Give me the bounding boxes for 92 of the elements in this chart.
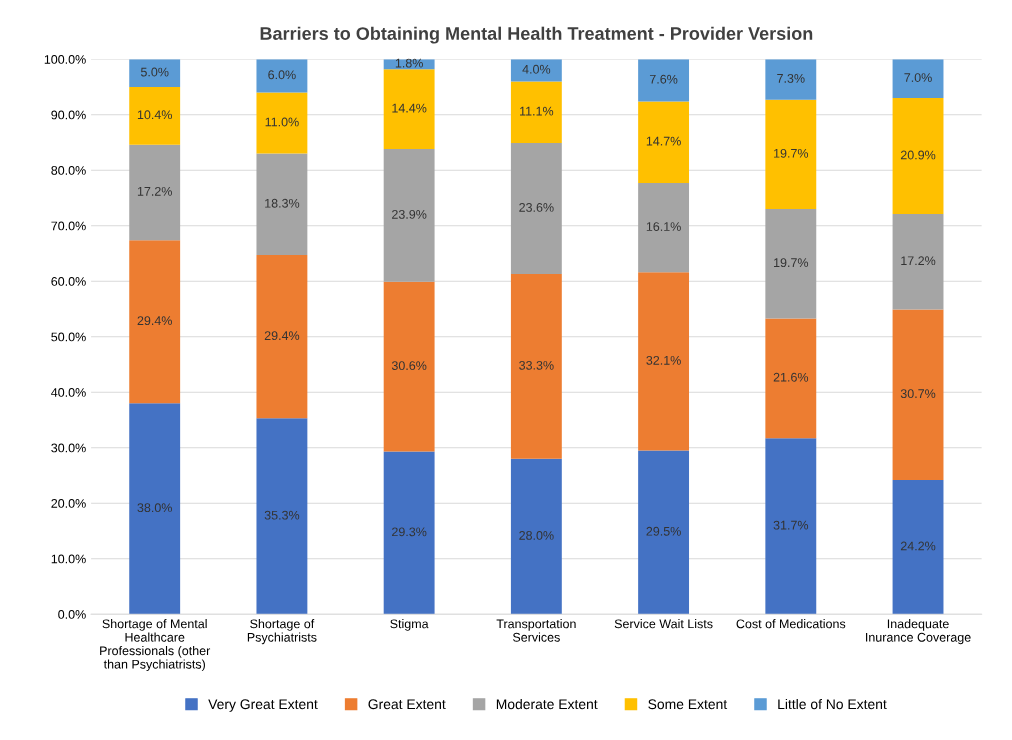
data-label: 10.4% xyxy=(137,110,172,120)
bar xyxy=(383,69,435,150)
bar xyxy=(510,143,562,274)
bar xyxy=(765,318,817,439)
bar xyxy=(129,86,181,145)
data-label: 31.7% xyxy=(773,520,809,530)
y-tick-label: 60.0% xyxy=(51,277,86,286)
y-tick-label: 10.0% xyxy=(51,554,86,564)
bar xyxy=(129,59,181,87)
data-label: 17.2% xyxy=(137,186,172,196)
bar xyxy=(129,144,181,241)
data-label: 28.0% xyxy=(519,531,554,540)
data-label: 5.0% xyxy=(140,67,169,77)
bar xyxy=(892,59,944,99)
x-tick-label: Transportation Services xyxy=(496,619,576,642)
data-label: 29.4% xyxy=(264,331,300,341)
data-label: 29.4% xyxy=(137,316,172,326)
bar xyxy=(510,273,562,459)
data-label: 23.6% xyxy=(519,203,554,212)
bar xyxy=(383,281,435,452)
data-label: 7.3% xyxy=(777,73,805,83)
y-tick-label: 40.0% xyxy=(51,388,86,397)
bar xyxy=(510,81,562,144)
data-label: 29.3% xyxy=(392,527,427,537)
data-label: 16.1% xyxy=(646,222,681,231)
bar xyxy=(892,98,944,215)
bar xyxy=(638,182,690,273)
data-label: 30.6% xyxy=(391,361,427,371)
chart-title: Barriers to Obtaining Mental Health Treatment - Provider Version xyxy=(260,26,813,44)
bar xyxy=(892,214,944,310)
bar xyxy=(638,101,690,183)
data-label: 6.0% xyxy=(268,70,296,80)
y-tick-label: 20.0% xyxy=(51,499,86,508)
x-tick-label: Stigma xyxy=(390,619,429,631)
y-tick-label: 90.0% xyxy=(51,110,86,120)
data-label: 19.7% xyxy=(774,148,809,158)
legend-label: Some Extent xyxy=(648,699,728,710)
y-tick-label: 100.0% xyxy=(44,55,86,64)
data-label: 14.7% xyxy=(646,136,681,146)
bar xyxy=(638,59,690,102)
bar xyxy=(383,149,435,282)
bar xyxy=(129,403,181,615)
data-label: 19.7% xyxy=(774,258,809,268)
data-label: 32.1% xyxy=(646,355,681,365)
data-label: 17.2% xyxy=(901,256,936,266)
y-tick-label: 80.0% xyxy=(51,166,86,175)
x-tick-label: Service Wait Lists xyxy=(614,619,713,629)
x-tick-label: Shortage of Mental Healthcare Professionals (other than Psychiatrists) xyxy=(100,619,211,672)
y-tick-label: 30.0% xyxy=(51,443,86,453)
bar xyxy=(256,92,308,154)
data-label: 24.2% xyxy=(900,541,936,551)
data-label: 38.0% xyxy=(137,503,172,513)
x-tick-label: Inadequate Inurance Coverage xyxy=(866,619,971,645)
data-label: 1.8% xyxy=(395,58,423,68)
data-label: 4.0% xyxy=(522,64,551,74)
data-label: 33.3% xyxy=(519,360,554,370)
legend-label: Great Extent xyxy=(368,699,446,710)
data-label: 21.6% xyxy=(773,372,809,382)
bar xyxy=(765,99,817,210)
bar xyxy=(256,255,308,419)
bar xyxy=(256,153,308,256)
data-label: 7.6% xyxy=(649,74,678,84)
legend-label: Little of No Extent xyxy=(778,698,887,710)
legend-label: Moderate Extent xyxy=(496,698,598,710)
bar xyxy=(765,209,817,319)
data-label: 23.9% xyxy=(392,209,427,219)
data-label: 20.9% xyxy=(900,150,936,160)
data-label: 18.3% xyxy=(265,198,300,208)
x-tick-label: Shortage of Psychiatrists xyxy=(247,619,317,645)
y-tick-label: 50.0% xyxy=(51,332,86,342)
data-label: 11.1% xyxy=(520,106,554,116)
data-label: 35.3% xyxy=(264,510,300,520)
data-label: 30.7% xyxy=(900,389,936,399)
bar xyxy=(765,438,817,615)
bar xyxy=(256,59,308,93)
data-label: 7.0% xyxy=(904,73,932,82)
bar xyxy=(129,240,181,404)
bar xyxy=(892,309,944,480)
y-tick-label: 70.0% xyxy=(51,221,86,231)
bar xyxy=(638,272,690,451)
bar xyxy=(510,458,562,615)
bar xyxy=(892,479,944,615)
data-label: 14.4% xyxy=(392,103,427,113)
bar xyxy=(383,451,435,615)
bar xyxy=(765,59,817,100)
y-tick-label: 0.0% xyxy=(58,610,86,619)
bar xyxy=(638,450,690,615)
legend-label: Very Great Extent xyxy=(208,699,318,712)
data-label: 29.5% xyxy=(646,526,681,536)
x-tick-label: Cost of Medications xyxy=(736,619,846,629)
bar xyxy=(256,418,308,615)
data-label: 11.0% xyxy=(265,117,299,127)
